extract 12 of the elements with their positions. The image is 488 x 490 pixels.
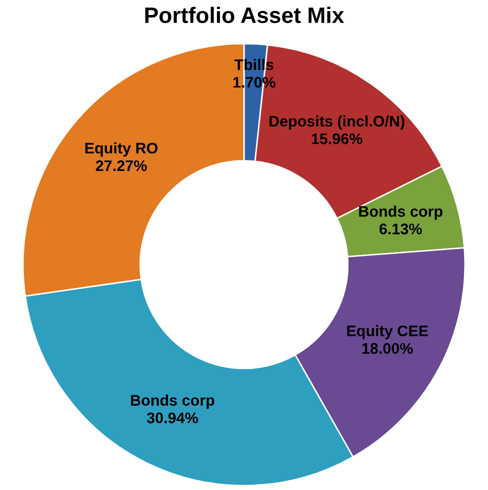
data-label: 18.00% (362, 343, 413, 354)
slice-label: Equity RO (85, 142, 158, 157)
slice-label: Deposits (incl.O/N) (270, 115, 404, 130)
data-label: 27.27% (96, 160, 147, 172)
slice-label: Equity CEE (347, 325, 428, 340)
slice-label: Bonds corp (359, 206, 442, 220)
slice-label: Tbills (234, 58, 274, 70)
data-label: 6.13% (379, 224, 422, 234)
data-label: 15.96% (312, 133, 362, 144)
slice-label: Bonds corp (131, 394, 214, 409)
chart-title: Portfolio Asset Mix (145, 6, 344, 24)
data-label: 30.94% (146, 412, 198, 424)
